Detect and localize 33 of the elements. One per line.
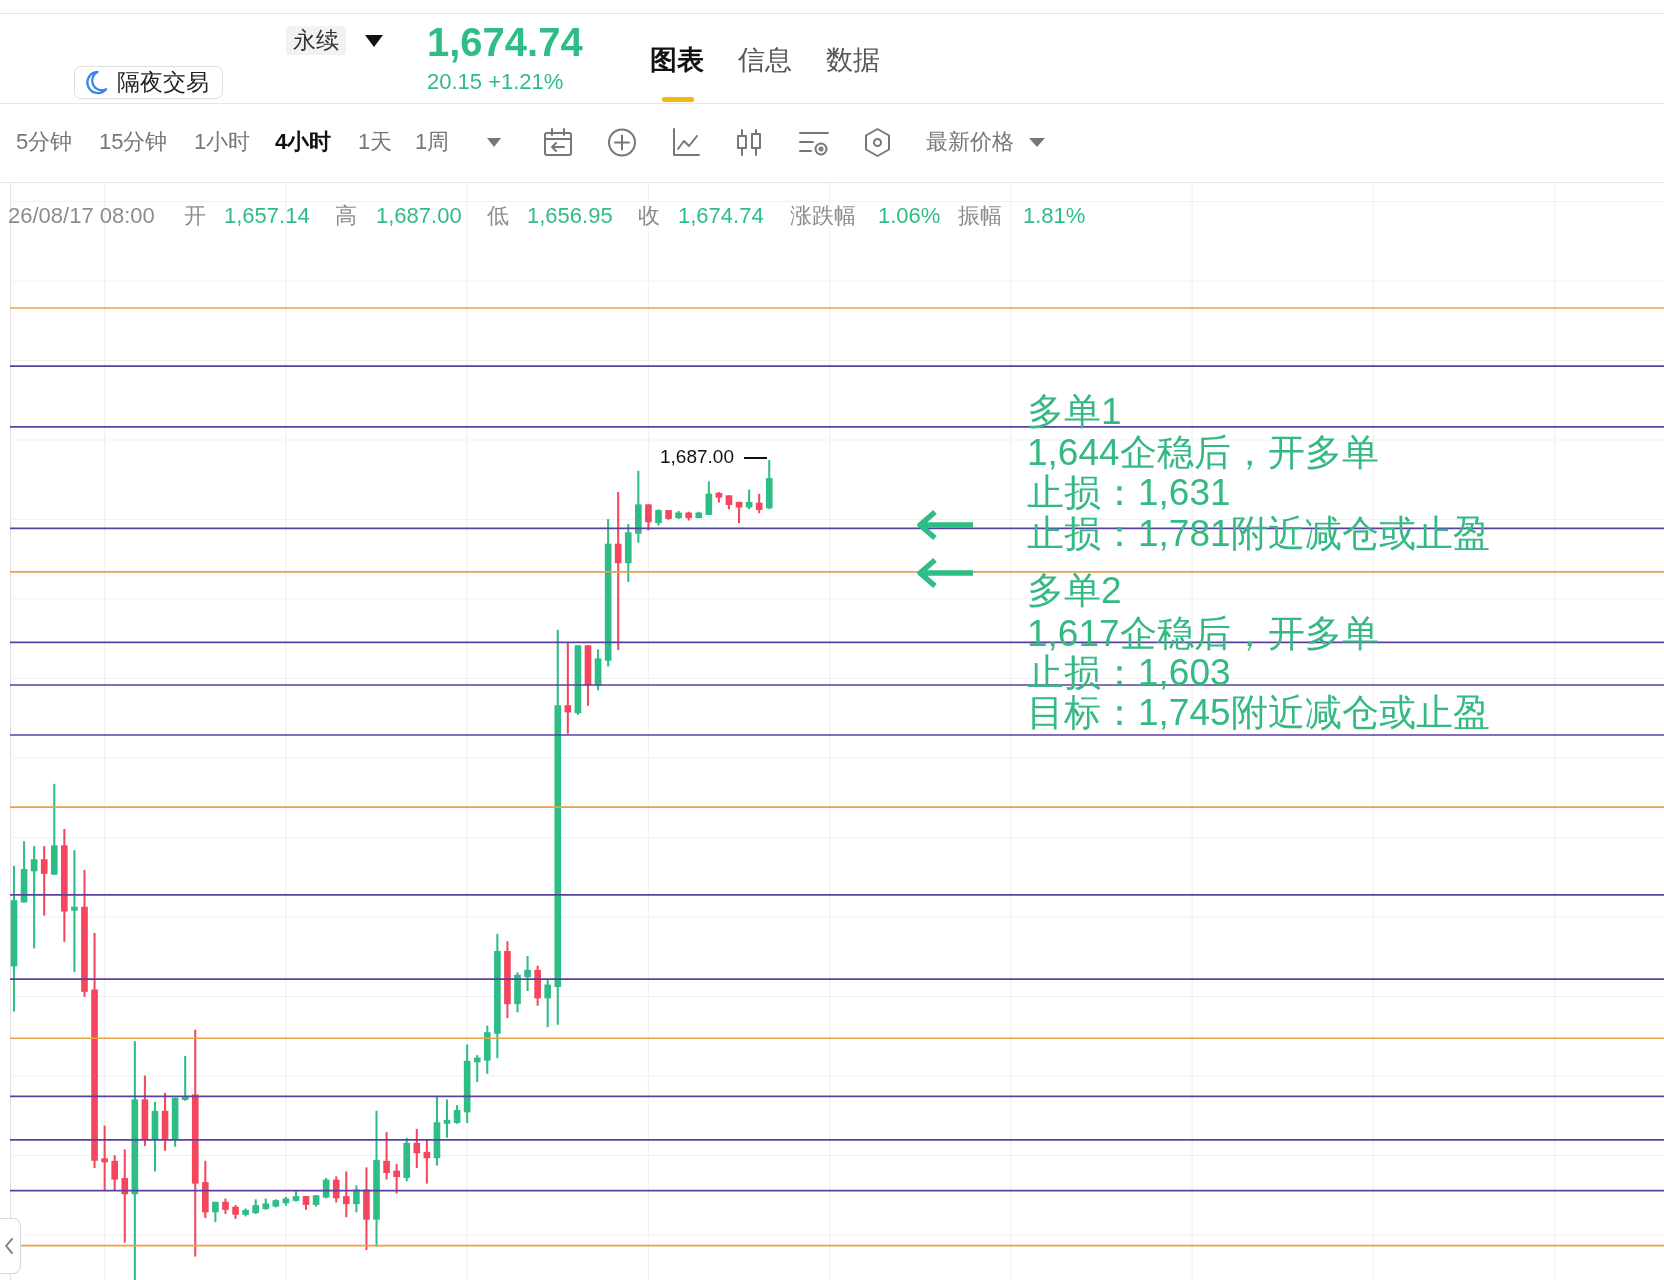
text: 最新价格 [926, 128, 1014, 156]
text: 1,674.74 [427, 19, 583, 66]
text: 1天 [358, 128, 393, 156]
text: 涨跌幅 [790, 202, 856, 230]
text: 1.81% [1023, 202, 1086, 230]
annotation: 1,687.00 [660, 445, 734, 469]
text: 开 [184, 202, 206, 230]
text: 1周 [415, 128, 450, 156]
text: 低 [487, 202, 509, 230]
text: 1,674.74 [678, 202, 764, 230]
text: 1,657.14 [224, 202, 310, 230]
text: 1小时 [194, 128, 251, 156]
text: 隔夜交易 [74, 65, 223, 99]
text: 收 [638, 202, 660, 230]
text: 4小时 [275, 128, 332, 156]
text: 15分钟 [99, 128, 168, 156]
text: 止损：1,631 [1027, 471, 1231, 515]
candlestick [71, 850, 78, 973]
text: 信息 [738, 44, 792, 77]
text: 1,644企稳后，开多单 [1027, 431, 1379, 474]
text: 1,687.00 [376, 202, 462, 230]
text: 多单2 [1027, 569, 1122, 613]
text: 图表 [650, 44, 704, 77]
text: 1.06% [878, 202, 941, 230]
text: 多单1 [1027, 390, 1122, 434]
text: 振幅 [958, 202, 1002, 230]
text: 永续 [286, 25, 346, 55]
text: 1,656.95 [527, 202, 613, 230]
text: 数据 [826, 44, 880, 77]
text: 26/08/17 08:00 [8, 202, 155, 230]
text: 5分钟 [16, 128, 73, 156]
text: 20.15 +1.21% [427, 68, 564, 96]
text: 高 [335, 202, 357, 230]
